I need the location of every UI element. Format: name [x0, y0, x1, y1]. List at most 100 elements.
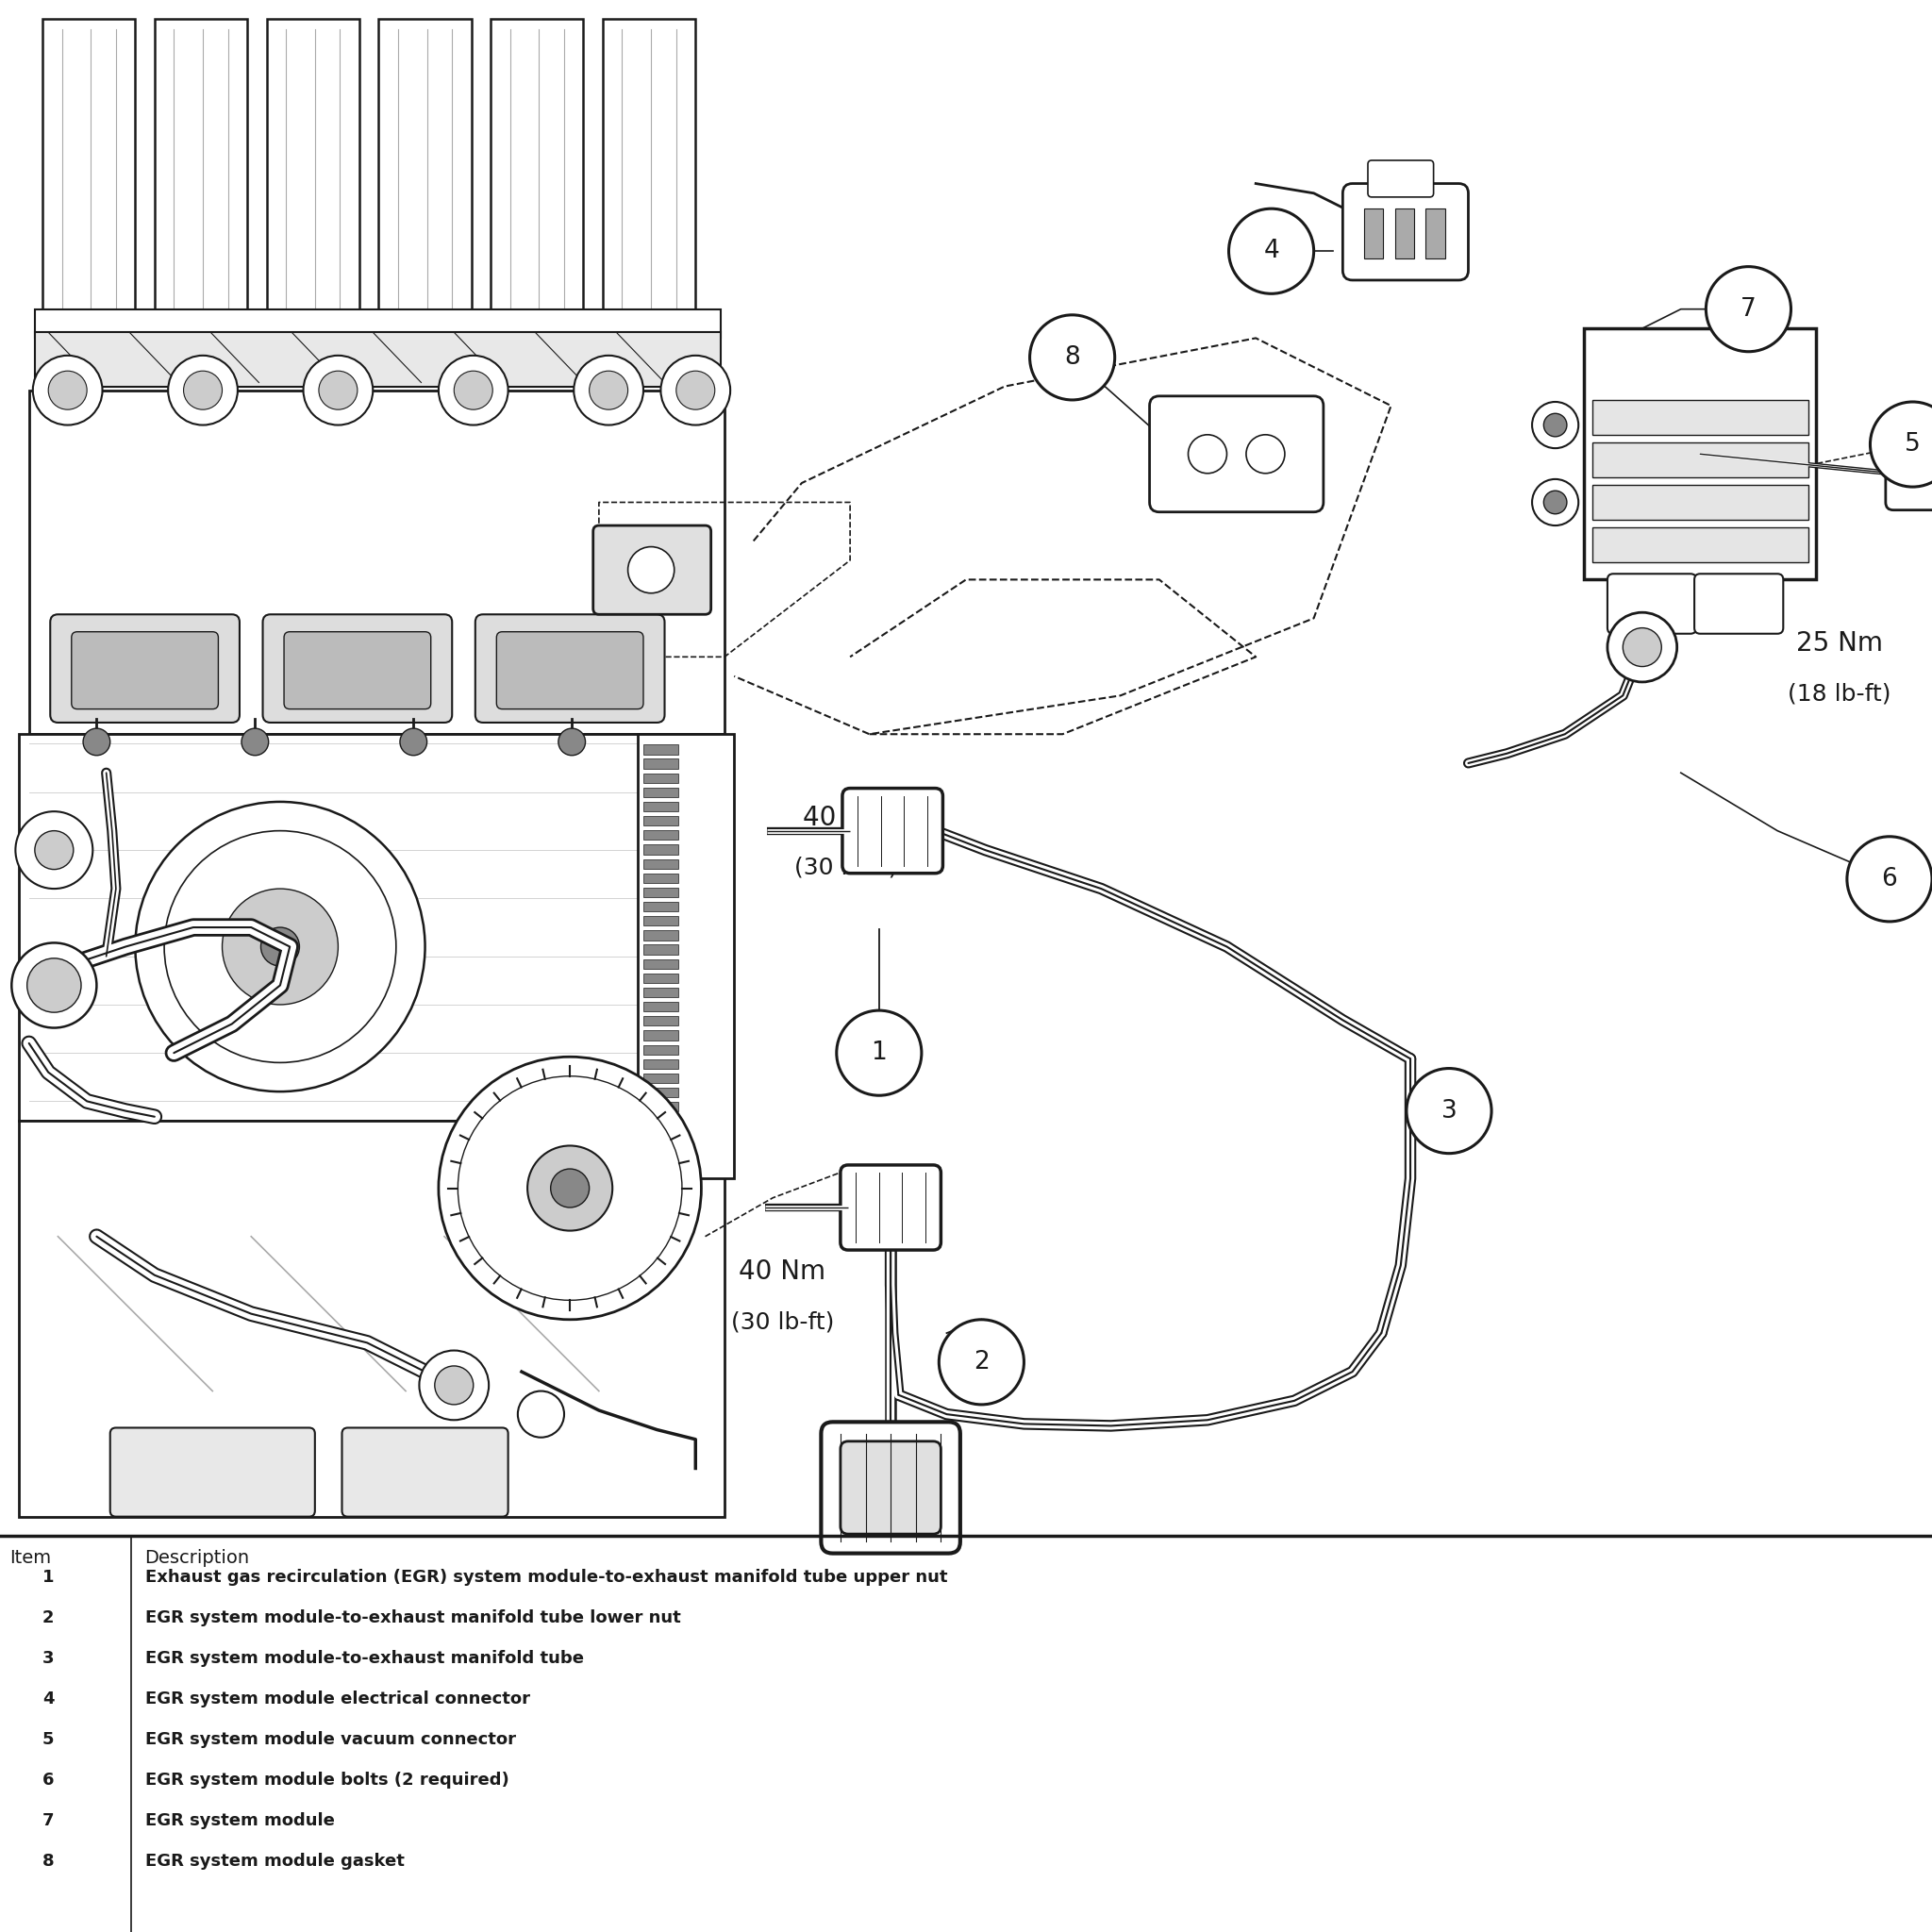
Bar	[643, 1074, 678, 1084]
Circle shape	[1706, 267, 1791, 352]
FancyBboxPatch shape	[840, 1165, 941, 1250]
Text: EGR system module gasket: EGR system module gasket	[145, 1853, 404, 1870]
Circle shape	[661, 355, 730, 425]
Circle shape	[1544, 413, 1567, 437]
Circle shape	[184, 371, 222, 410]
Circle shape	[319, 371, 357, 410]
Circle shape	[27, 958, 81, 1012]
Circle shape	[419, 1350, 489, 1420]
Circle shape	[518, 1391, 564, 1437]
Bar	[643, 831, 678, 840]
Circle shape	[558, 728, 585, 755]
Circle shape	[303, 355, 373, 425]
Circle shape	[589, 371, 628, 410]
FancyBboxPatch shape	[71, 632, 218, 709]
Circle shape	[33, 355, 102, 425]
Text: 3: 3	[1441, 1099, 1457, 1122]
FancyBboxPatch shape	[1886, 437, 1932, 510]
Bar	[643, 788, 678, 798]
Circle shape	[1188, 435, 1227, 473]
Circle shape	[1847, 837, 1932, 922]
Bar	[643, 1030, 678, 1039]
Text: 40 Nm: 40 Nm	[804, 804, 889, 831]
Text: EGR system module bolts (2 required): EGR system module bolts (2 required)	[145, 1772, 508, 1789]
FancyBboxPatch shape	[110, 1428, 315, 1517]
Text: 40 Nm: 40 Nm	[740, 1258, 825, 1285]
Text: (30 lb-ft): (30 lb-ft)	[794, 856, 898, 879]
Circle shape	[135, 802, 425, 1092]
Circle shape	[1607, 612, 1677, 682]
Circle shape	[1532, 479, 1578, 526]
Bar	[643, 744, 678, 753]
Text: 3: 3	[43, 1650, 54, 1667]
Circle shape	[628, 547, 674, 593]
Bar	[1395, 209, 1414, 259]
FancyBboxPatch shape	[50, 614, 240, 723]
FancyBboxPatch shape	[35, 332, 721, 386]
FancyBboxPatch shape	[1368, 160, 1434, 197]
Text: 2: 2	[974, 1350, 989, 1374]
FancyBboxPatch shape	[379, 19, 471, 319]
FancyBboxPatch shape	[29, 390, 724, 734]
Text: 5: 5	[43, 1731, 54, 1748]
Circle shape	[676, 371, 715, 410]
Text: 6: 6	[1882, 867, 1897, 891]
Bar	[643, 958, 678, 968]
FancyBboxPatch shape	[821, 1422, 960, 1553]
Text: EGR system module-to-exhaust manifold tube lower nut: EGR system module-to-exhaust manifold tu…	[145, 1609, 680, 1627]
Circle shape	[837, 1010, 922, 1095]
Bar	[643, 1101, 678, 1111]
Circle shape	[164, 831, 396, 1063]
Circle shape	[1406, 1068, 1492, 1153]
Bar	[643, 1159, 678, 1169]
Circle shape	[222, 889, 338, 1005]
Circle shape	[1246, 435, 1285, 473]
Text: 4: 4	[1264, 240, 1279, 263]
Bar	[643, 773, 678, 782]
Text: 8: 8	[1065, 346, 1080, 369]
FancyBboxPatch shape	[284, 632, 431, 709]
Circle shape	[454, 371, 493, 410]
FancyBboxPatch shape	[1607, 574, 1696, 634]
Text: 7: 7	[43, 1812, 54, 1830]
Text: Description: Description	[145, 1549, 249, 1567]
Text: EGR system module electrical connector: EGR system module electrical connector	[145, 1690, 529, 1708]
Text: Item: Item	[10, 1549, 52, 1567]
Bar	[643, 860, 678, 869]
Bar	[643, 1045, 678, 1055]
FancyBboxPatch shape	[593, 526, 711, 614]
Circle shape	[1229, 209, 1314, 294]
FancyBboxPatch shape	[267, 19, 359, 319]
FancyBboxPatch shape	[603, 19, 696, 319]
FancyBboxPatch shape	[1592, 527, 1808, 562]
FancyBboxPatch shape	[35, 309, 721, 338]
FancyBboxPatch shape	[1343, 184, 1468, 280]
Circle shape	[48, 371, 87, 410]
Bar	[643, 1117, 678, 1126]
FancyBboxPatch shape	[19, 734, 724, 1121]
Text: 5: 5	[1905, 433, 1920, 456]
Bar	[643, 887, 678, 896]
Circle shape	[574, 355, 643, 425]
Text: 1: 1	[871, 1041, 887, 1065]
Circle shape	[168, 355, 238, 425]
Bar	[643, 902, 678, 912]
Bar	[643, 1059, 678, 1068]
Circle shape	[435, 1366, 473, 1405]
Circle shape	[439, 1057, 701, 1320]
Bar	[643, 945, 678, 954]
FancyBboxPatch shape	[475, 614, 665, 723]
Circle shape	[439, 355, 508, 425]
FancyBboxPatch shape	[638, 734, 734, 1179]
Text: 2: 2	[43, 1609, 54, 1627]
Bar	[643, 1088, 678, 1097]
Bar	[643, 1146, 678, 1155]
Bar	[643, 873, 678, 883]
Circle shape	[35, 831, 73, 869]
Bar	[643, 974, 678, 983]
FancyBboxPatch shape	[491, 19, 583, 319]
FancyBboxPatch shape	[1694, 574, 1783, 634]
FancyBboxPatch shape	[497, 632, 643, 709]
FancyBboxPatch shape	[1584, 328, 1816, 580]
Bar	[643, 844, 678, 854]
